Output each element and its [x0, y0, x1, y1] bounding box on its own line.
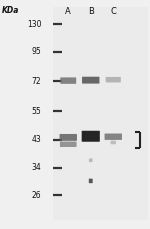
FancyBboxPatch shape: [60, 142, 77, 147]
FancyBboxPatch shape: [60, 134, 77, 141]
FancyBboxPatch shape: [82, 77, 99, 84]
FancyBboxPatch shape: [89, 158, 93, 162]
Text: 55: 55: [32, 106, 41, 116]
FancyBboxPatch shape: [106, 77, 121, 82]
Text: KDa: KDa: [2, 6, 19, 15]
Text: 34: 34: [32, 163, 41, 172]
FancyBboxPatch shape: [111, 141, 116, 144]
Text: C: C: [110, 7, 116, 16]
Text: 72: 72: [32, 77, 41, 86]
Text: 130: 130: [27, 19, 41, 29]
Text: A: A: [65, 7, 71, 16]
FancyBboxPatch shape: [60, 77, 76, 84]
FancyBboxPatch shape: [82, 131, 100, 142]
Text: 26: 26: [32, 191, 41, 200]
Text: B: B: [88, 7, 94, 16]
Text: 95: 95: [32, 47, 41, 56]
FancyBboxPatch shape: [89, 179, 93, 183]
FancyBboxPatch shape: [105, 134, 122, 140]
Bar: [53, 7, 148, 220]
Text: 43: 43: [32, 135, 41, 144]
